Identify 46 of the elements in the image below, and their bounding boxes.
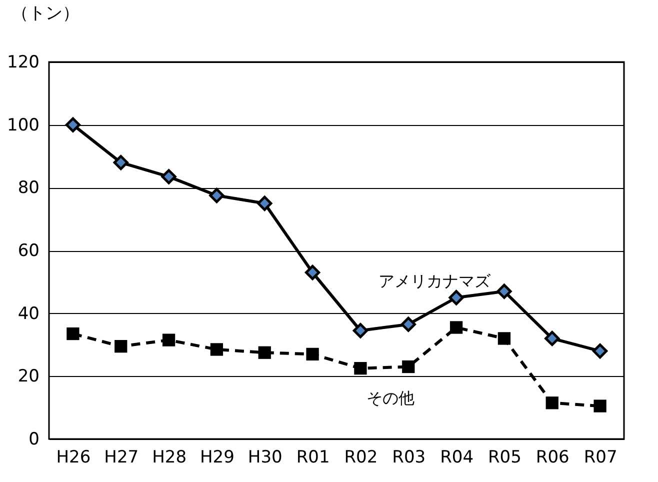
- x-tick-label: R02: [344, 448, 378, 468]
- point: [258, 346, 271, 359]
- y-tick-label: 0: [28, 430, 40, 450]
- x-tick-label: R07: [584, 448, 618, 468]
- point: [66, 327, 80, 340]
- y-axis-title: （トン）: [12, 4, 80, 24]
- point: [257, 196, 272, 211]
- y-tick-label: 40: [18, 304, 40, 324]
- point: [544, 330, 560, 346]
- point: [161, 169, 176, 184]
- point: [304, 264, 320, 280]
- x-tick-label: R03: [392, 448, 426, 468]
- point: [496, 284, 512, 299]
- point: [546, 396, 558, 410]
- point: [209, 188, 224, 204]
- point: [352, 323, 368, 338]
- point: [306, 348, 319, 360]
- y-tick-label: 120: [7, 52, 40, 72]
- x-tick-label: H29: [200, 448, 234, 468]
- x-tick-label: H26: [56, 448, 91, 468]
- point: [162, 334, 176, 346]
- y-tick-label: 60: [18, 241, 40, 261]
- x-tick-label: R01: [296, 448, 330, 468]
- y-tick-label: 80: [18, 178, 40, 198]
- point: [114, 340, 128, 353]
- point: [498, 332, 511, 345]
- x-tick-label: H30: [248, 448, 282, 468]
- y-tick-label: 100: [7, 115, 40, 136]
- series-label: アメリカナマズ: [378, 272, 492, 291]
- point: [113, 154, 128, 170]
- point: [592, 343, 608, 359]
- point: [402, 360, 415, 374]
- series-label: その他: [366, 388, 414, 408]
- point: [65, 117, 81, 132]
- point: [400, 316, 416, 332]
- x-tick-label: R04: [440, 448, 474, 468]
- point: [210, 343, 224, 356]
- y-tick-label: 20: [18, 366, 40, 387]
- x-tick-label: H28: [152, 448, 187, 468]
- point: [594, 400, 606, 412]
- point: [448, 290, 464, 306]
- x-tick-label: R05: [488, 448, 522, 468]
- x-tick-label: R06: [536, 448, 570, 468]
- point: [354, 362, 367, 375]
- x-tick-label: H27: [104, 448, 139, 468]
- point: [450, 321, 463, 334]
